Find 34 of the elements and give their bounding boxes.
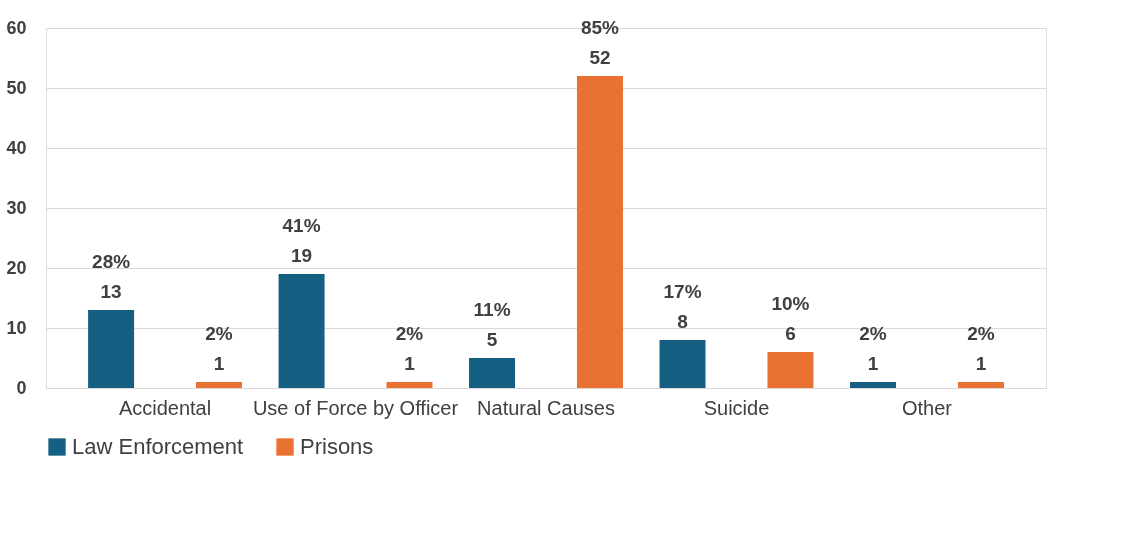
data-label: 41% 19 bbox=[282, 215, 321, 266]
y-tick-label: 0 bbox=[16, 377, 27, 398]
data-label: 2% 1 bbox=[205, 323, 233, 374]
x-tick-label: Other bbox=[901, 396, 953, 419]
legend-label: Law Enforcement bbox=[72, 434, 244, 459]
y-tick-label: 60 bbox=[6, 17, 27, 38]
y-tick-label: 50 bbox=[6, 77, 27, 98]
x-tick-label: Accidental bbox=[118, 396, 212, 419]
bar bbox=[576, 76, 623, 388]
x-tick-label: Suicide bbox=[703, 396, 770, 419]
bar bbox=[849, 382, 896, 388]
bar bbox=[767, 352, 814, 388]
data-label: 2% 1 bbox=[395, 323, 424, 374]
x-tick-label: Use of Force by Officer bbox=[252, 396, 459, 419]
data-label: 10% 6 bbox=[771, 293, 810, 344]
data-label: 28% 13 bbox=[92, 251, 131, 302]
bar bbox=[88, 310, 135, 388]
data-label: 2% 1 bbox=[967, 323, 995, 374]
bar bbox=[278, 274, 325, 388]
y-tick-label: 10 bbox=[6, 317, 27, 338]
data-label: 85% 52 bbox=[580, 17, 620, 68]
bar bbox=[196, 382, 243, 388]
data-label: 2% 1 bbox=[859, 323, 887, 374]
bar bbox=[659, 340, 706, 388]
bar bbox=[957, 382, 1004, 388]
bar bbox=[386, 382, 433, 388]
data-label: 11% 5 bbox=[473, 299, 511, 350]
y-tick-label: 30 bbox=[6, 197, 27, 218]
y-tick-label: 20 bbox=[6, 257, 27, 278]
y-tick-label: 40 bbox=[6, 137, 27, 158]
x-tick-label: Natural Causes bbox=[477, 396, 615, 419]
legend-label: Prisons bbox=[300, 434, 374, 459]
bar bbox=[469, 358, 516, 388]
data-label: 17% 8 bbox=[663, 281, 702, 332]
